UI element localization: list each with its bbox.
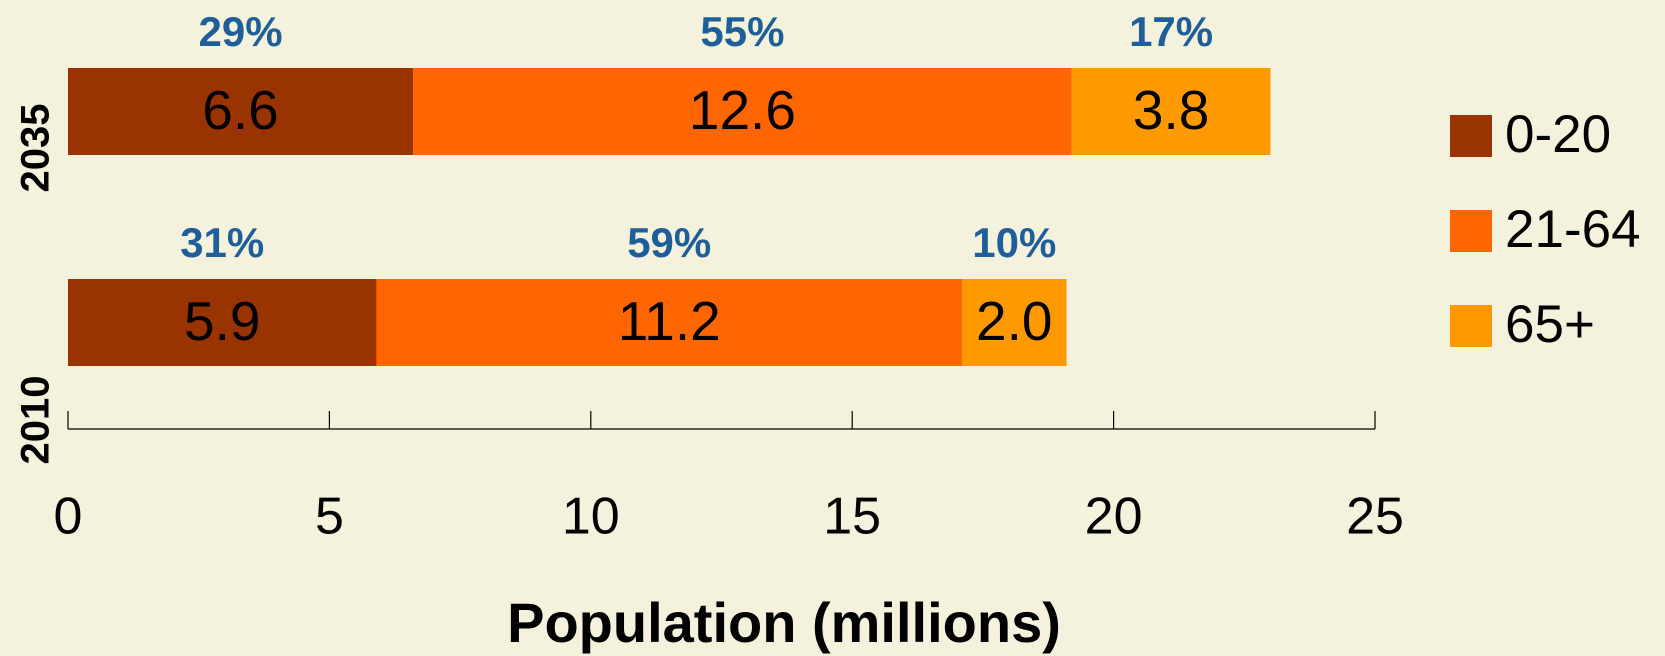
bar-segment xyxy=(413,68,1072,155)
bar-segment xyxy=(961,279,1067,366)
legend-swatch xyxy=(1450,115,1492,157)
legend-label: 21-64 xyxy=(1505,200,1641,259)
y-tick-label: 2010 xyxy=(14,376,58,465)
x-axis-title: Population (millions) xyxy=(507,591,1061,654)
share-label: 29% xyxy=(198,8,282,55)
share-label: 59% xyxy=(627,219,711,266)
legend-label: 65+ xyxy=(1505,295,1595,354)
legend-swatch xyxy=(1450,305,1492,347)
bar-segment xyxy=(68,279,377,366)
share-label: 31% xyxy=(180,219,264,266)
x-tick-label: 25 xyxy=(1346,488,1404,546)
legend-label: 0-20 xyxy=(1505,105,1611,164)
x-tick-label: 10 xyxy=(562,488,620,546)
legend-swatch xyxy=(1450,210,1492,252)
bar-segment xyxy=(68,68,414,155)
share-label: 17% xyxy=(1129,8,1213,55)
data-label: 6.6 xyxy=(202,79,278,141)
data-label: 5.9 xyxy=(184,290,260,352)
data-label: 11.2 xyxy=(618,290,721,352)
x-tick-label: 15 xyxy=(823,488,881,546)
share-label: 55% xyxy=(700,8,784,55)
x-tick-label: 20 xyxy=(1085,488,1143,546)
data-label: 3.8 xyxy=(1133,79,1209,141)
data-label: 2.0 xyxy=(976,290,1052,352)
x-tick-label: 0 xyxy=(54,488,83,546)
bar-segment xyxy=(376,279,962,366)
data-label: 12.6 xyxy=(689,79,796,141)
share-label: 10% xyxy=(972,219,1056,266)
bar-segment xyxy=(1071,68,1271,155)
x-tick-label: 5 xyxy=(315,488,344,546)
y-tick-label: 2035 xyxy=(14,104,58,193)
